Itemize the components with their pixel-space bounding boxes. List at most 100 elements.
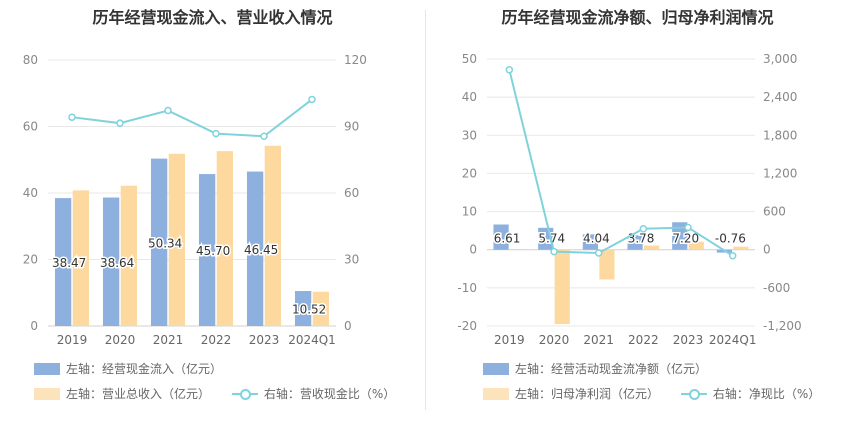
bar-series-1 (493, 224, 509, 250)
line-point (550, 247, 558, 256)
line-point (684, 223, 692, 232)
right-axis-tick-label: 90 (344, 120, 359, 134)
legend-label: 右轴：净现比（%） (712, 387, 821, 401)
bar-series-1 (246, 171, 264, 326)
bar-series-2 (644, 245, 660, 250)
left-axis-tick-label: 60 (23, 120, 38, 134)
bar-value-label: 3.78 (628, 232, 655, 246)
right-axis-tick-label: 60 (344, 186, 359, 200)
category-label: 2024Q1 (288, 333, 336, 347)
line-series (71, 98, 313, 138)
left-axis-tick-label: 30 (462, 128, 477, 142)
category-label: 2019 (57, 333, 88, 347)
legend-item-cash-inflow[interactable]: 左轴：经营现金流入（亿元） (34, 360, 222, 377)
bar-series-2 (733, 246, 749, 250)
right-axis-tick-label: 120 (344, 53, 367, 67)
right-axis-tick-label: 2,400 (763, 90, 797, 104)
line-point (639, 224, 648, 233)
legend-item-net-cash-flow[interactable]: 左轴：经营活动现金流净额（亿元） (483, 360, 707, 377)
legend-label: 左轴：经营活动现金流净额（亿元） (515, 362, 708, 376)
bar-value-label: 10.52 (292, 303, 326, 317)
left-legend-row-1: 左轴：经营现金流入（亿元） (34, 360, 240, 378)
line-point (260, 132, 268, 141)
legend-item-revenue[interactable]: 左轴：营业总收入（亿元） (34, 385, 210, 402)
bar-series-1 (582, 234, 598, 250)
line-point (116, 119, 124, 127)
right-axis-tick-label: -1,200 (763, 319, 802, 333)
bar-value-label: 6.61 (494, 232, 521, 246)
bar-value-label: 7.20 (672, 232, 699, 246)
bar-series-2 (264, 145, 282, 326)
category-label: 2019 (494, 333, 525, 347)
left-axis-tick-label: -20 (457, 319, 477, 333)
legend-label: 左轴：营业总收入（亿元） (66, 387, 211, 401)
bar-series-2 (72, 190, 90, 326)
left-chart-panel: 历年经营现金流入、营业收入情况 0 0 20 30 40 60 60 90 80 120 2019 3… (23, 8, 413, 403)
line-point (308, 95, 316, 104)
left-axis-tick-label: 40 (23, 186, 38, 200)
line-point (594, 249, 603, 257)
bar-series-2 (120, 185, 138, 326)
category-label: 2024Q1 (709, 333, 757, 347)
right-chart-panel: 历年经营现金流净额、归母净利润情况 -20 -1,200 -10 -600 0 0 10 60… (425, 0, 850, 437)
bar-value-label: 46.45 (244, 243, 278, 257)
left-legend-row-2: 左轴：营业总收入（亿元） 右轴：营收现金比（%） (34, 385, 413, 403)
legend-label: 左轴：归母净利润（亿元） (515, 387, 660, 401)
category-label: 2023 (673, 333, 704, 347)
panel-divider (425, 10, 426, 410)
bar-series-2 (216, 151, 234, 326)
bar-series-2 (599, 249, 615, 280)
left-chart-plot: 0 0 20 30 40 60 60 90 80 120 2019 38.47 2020 38.64 202… (23, 53, 367, 347)
right-axis-tick-label: -600 (763, 281, 790, 295)
legend-label: 左轴：经营现金流入（亿元） (66, 362, 223, 376)
bar-series-1 (672, 222, 688, 250)
left-axis-tick-label: 0 (30, 319, 38, 333)
bar-series-1 (102, 197, 120, 326)
legend-item-net-cash-ratio[interactable]: 右轴：净现比（%） (680, 385, 821, 402)
right-chart-plot: -20 -1,200 -10 -600 0 0 10 600 20 1,200 30 1,800 40 2… (457, 52, 802, 347)
legend-swatch-orange (34, 387, 60, 400)
line-point (505, 66, 514, 74)
left-axis-tick-label: 50 (462, 52, 477, 66)
right-axis-tick-label: 3,000 (763, 52, 797, 66)
line-point (164, 106, 172, 115)
right-axis-tick-label: 0 (344, 319, 352, 333)
right-legend-row-1: 左轴：经营活动现金流净额（亿元） (483, 360, 725, 378)
left-axis-tick-label: 80 (23, 53, 38, 67)
bar-value-label: 50.34 (148, 236, 182, 250)
right-chart-title: 历年经营现金流净额、归母净利润情况 (501, 8, 774, 27)
legend-item-net-profit[interactable]: 左轴：归母净利润（亿元） (483, 385, 659, 402)
category-label: 2021 (153, 333, 184, 347)
bar-series-1 (150, 158, 168, 326)
right-axis-tick-label: 1,800 (763, 128, 797, 142)
left-axis-tick-label: 0 (469, 243, 477, 257)
bar-value-label: 45.70 (196, 244, 230, 258)
bar-value-label: 38.64 (100, 256, 134, 270)
legend-line-icon (680, 388, 707, 400)
legend-label: 右轴：营收现金比（%） (263, 387, 396, 401)
legend-item-cash-ratio[interactable]: 右轴：营收现金比（%） (231, 385, 396, 402)
bar-series-1 (294, 291, 312, 326)
category-label: 2021 (583, 333, 614, 347)
bar-series-2 (554, 249, 570, 325)
left-axis-tick-label: 10 (462, 205, 477, 219)
line-series (508, 69, 734, 257)
line-point (68, 113, 76, 121)
legend-swatch-orange (483, 387, 509, 400)
bar-value-label: -0.76 (715, 232, 746, 246)
right-axis-tick-label: 0 (763, 243, 771, 257)
category-label: 2023 (249, 333, 280, 347)
right-axis-tick-label: 1,200 (763, 166, 797, 180)
left-axis-tick-label: -10 (457, 281, 477, 295)
bar-series-1 (54, 198, 72, 326)
bar-series-2 (312, 291, 330, 326)
bar-series-2 (688, 241, 704, 250)
bar-series-2 (168, 153, 186, 326)
right-axis-tick-label: 600 (763, 205, 786, 219)
line-point (728, 252, 737, 260)
left-axis-tick-label: 40 (462, 90, 477, 104)
line-point (212, 129, 220, 138)
bar-series-1 (198, 174, 216, 326)
bar-value-label: 38.47 (52, 256, 86, 270)
bar-series-2 (510, 248, 526, 250)
